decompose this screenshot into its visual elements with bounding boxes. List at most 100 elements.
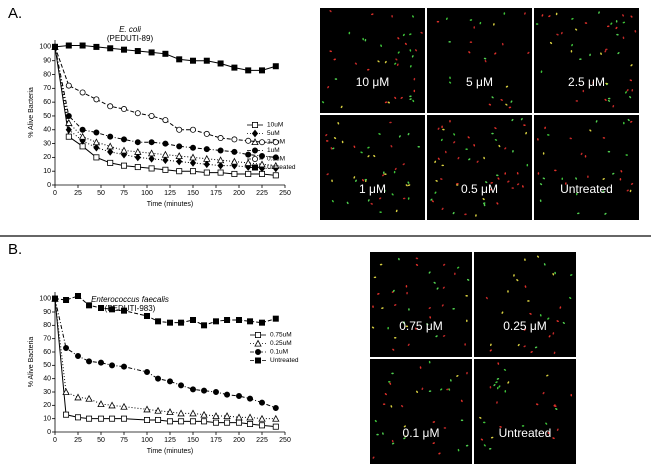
marker [75, 352, 82, 359]
y-tick-label: 10 [43, 416, 51, 423]
marker [235, 419, 242, 426]
legend-label: Untreated [267, 164, 296, 171]
marker [272, 161, 280, 169]
legend-label: 0.25uM [270, 340, 292, 347]
marker [78, 132, 87, 140]
marker [143, 368, 150, 375]
micrograph: Untreated [474, 359, 576, 464]
cell-dot [348, 31, 351, 35]
cell-dot [511, 118, 514, 122]
cell-dot [390, 145, 393, 148]
series-line [54, 46, 276, 167]
marker [155, 416, 162, 423]
marker [230, 157, 239, 165]
cell-dot [371, 13, 374, 16]
cell-dot [397, 51, 400, 54]
x-tick-label: 50 [97, 437, 105, 444]
series-line [54, 298, 276, 409]
cell-dot [441, 304, 444, 307]
marker [134, 139, 141, 146]
cell-dot [408, 308, 410, 311]
chart-subtitle: (PEDUTI-983) [105, 304, 156, 313]
cell-dot [364, 38, 367, 42]
cell-dot [389, 121, 392, 124]
cell-dot [505, 103, 508, 106]
cell-dot [405, 284, 408, 288]
cell-dot [428, 360, 431, 364]
x-axis-label: Time (minutes) [147, 448, 193, 455]
cell-dot [498, 144, 501, 148]
cell-dot [541, 14, 544, 17]
x-tick-label: 150 [187, 190, 199, 197]
cell-dot [337, 122, 340, 125]
cell-dot [482, 421, 486, 424]
cell-dot [569, 296, 572, 299]
marker [176, 157, 183, 166]
cell-dot [378, 133, 381, 135]
cell-dot [469, 41, 473, 43]
x-tick-label: 25 [74, 190, 82, 197]
cell-dot [634, 30, 637, 33]
x-tick-label: 200 [233, 437, 245, 444]
cell-dot [398, 135, 401, 138]
marker [148, 154, 155, 163]
cell-dot [442, 263, 446, 266]
cell-dot [409, 98, 412, 101]
marker [258, 422, 265, 429]
cell-dot [415, 263, 419, 266]
micrograph-bg [320, 8, 425, 113]
cell-dot [334, 78, 338, 80]
cell-dot [546, 374, 549, 377]
cell-dot [467, 136, 470, 139]
cell-dot [382, 174, 385, 177]
legend-label: 0.1uM [270, 349, 288, 356]
cell-dot [499, 426, 502, 428]
marker [200, 410, 208, 418]
x-tick-label: 175 [210, 437, 222, 444]
series-line [54, 46, 276, 143]
marker [176, 56, 183, 63]
marker [155, 318, 162, 325]
marker [189, 168, 196, 175]
cell-dot [398, 257, 400, 261]
cell-dot [452, 308, 455, 310]
cell-dot [552, 273, 555, 276]
cell-dot [366, 68, 370, 71]
marker [161, 150, 170, 158]
marker [212, 388, 219, 395]
cell-dot [554, 169, 557, 172]
cell-dot [542, 391, 545, 395]
cell-dot [456, 375, 459, 377]
cell-dot [449, 76, 451, 80]
cell-dot [540, 70, 543, 73]
marker [134, 110, 141, 117]
cell-dot [413, 89, 416, 93]
cell-dot [394, 167, 397, 171]
marker [65, 82, 72, 89]
cell-dot [630, 15, 633, 18]
cell-dot [354, 62, 358, 65]
marker [189, 126, 196, 133]
cell-dot [412, 99, 415, 103]
cell-dot [510, 100, 513, 103]
marker [245, 170, 252, 177]
y-tick-label: 60 [43, 99, 51, 106]
chart-title: Enterococcus faecalis [91, 295, 169, 304]
cell-dot [329, 10, 332, 13]
cell-dot [384, 101, 388, 104]
y-tick-label: 60 [43, 349, 51, 356]
marker [121, 363, 128, 370]
cell-dot [373, 276, 377, 279]
cell-dot [448, 388, 451, 391]
marker [108, 401, 116, 409]
x-tick-label: 225 [256, 437, 268, 444]
cell-dot [610, 22, 613, 25]
cell-dot [326, 173, 329, 176]
micrograph: 1 μM [320, 115, 425, 220]
cell-dot [623, 121, 625, 125]
marker [212, 412, 220, 419]
cell-dot [397, 37, 400, 40]
cell-dot [479, 416, 482, 419]
cell-dot [473, 144, 476, 147]
cell-dot [468, 51, 471, 54]
